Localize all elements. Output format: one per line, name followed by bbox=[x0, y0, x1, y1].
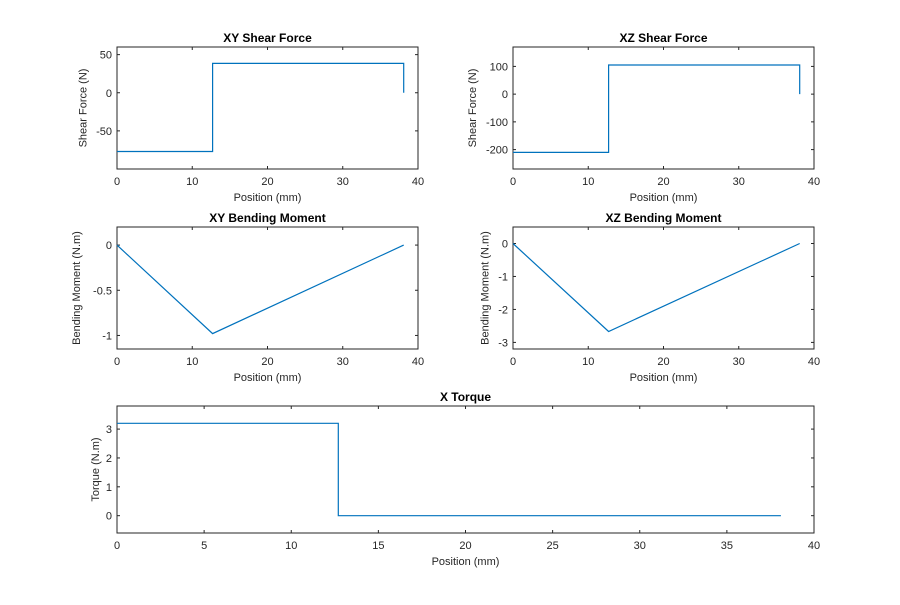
x-axis-label: Position (mm) bbox=[234, 372, 302, 384]
y-tick-label: 50 bbox=[100, 50, 112, 62]
series-line-1 bbox=[117, 62, 405, 153]
x-tick-label: 35 bbox=[721, 540, 733, 552]
series-line-1 bbox=[116, 244, 404, 335]
x-tick-label: 15 bbox=[372, 540, 384, 552]
axes-frame bbox=[116, 405, 815, 534]
y-tick-label: 100 bbox=[490, 61, 508, 73]
x-tick-label: 20 bbox=[261, 176, 273, 188]
series-line-1 bbox=[117, 422, 781, 517]
subplot-5: 0 5 10 15 20 25 30 35 40 0 1 2 3 X Torque Position (mm… bbox=[90, 390, 820, 568]
x-tick-label: 25 bbox=[547, 540, 559, 552]
subplot-4: 0 10 20 30 40 -3 -2 -1 0 XZ Bending Moment Positio… bbox=[480, 211, 821, 384]
y-tick-label: 0 bbox=[106, 88, 112, 100]
x-tick-label: 0 bbox=[114, 176, 120, 188]
x-tick-label: 20 bbox=[459, 540, 471, 552]
x-tick-label: 20 bbox=[657, 176, 669, 188]
x-tick-label: 20 bbox=[657, 356, 669, 368]
axes-frame bbox=[512, 226, 815, 350]
x-tick-label: 0 bbox=[510, 356, 516, 368]
x-tick-label: 40 bbox=[412, 176, 424, 188]
x-axis-label: Position (mm) bbox=[630, 192, 698, 204]
x-tick-label: 0 bbox=[114, 356, 120, 368]
plot-title: X Torque bbox=[440, 390, 491, 404]
subplot-2: 0 10 20 30 40 -200 -100 0 100 XZ Shear Force Posit… bbox=[467, 31, 820, 204]
x-axis-label: Position (mm) bbox=[630, 372, 698, 384]
x-axis-label: Position (mm) bbox=[432, 556, 500, 568]
y-tick-label: -50 bbox=[96, 126, 112, 138]
x-tick-label: 40 bbox=[412, 356, 424, 368]
y-axis-label: Torque (N.m) bbox=[90, 437, 102, 501]
y-axis-label: Shear Force (N) bbox=[77, 69, 89, 148]
y-tick-label: 0 bbox=[502, 89, 508, 101]
y-tick-label: -100 bbox=[486, 117, 508, 129]
x-tick-label: 40 bbox=[808, 356, 820, 368]
y-tick-label: 1 bbox=[106, 482, 112, 494]
x-tick-label: 10 bbox=[186, 176, 198, 188]
x-axis-label: Position (mm) bbox=[234, 192, 302, 204]
subplot-3: 0 10 20 30 40 -1 -0.5 0 XY Bending Moment Positio… bbox=[71, 211, 424, 384]
plot-title: XY Shear Force bbox=[223, 31, 312, 45]
x-tick-label: 0 bbox=[114, 540, 120, 552]
x-tick-label: 5 bbox=[201, 540, 207, 552]
axes-frame bbox=[512, 46, 815, 170]
axes-frame bbox=[116, 226, 419, 350]
y-axis-label: Bending Moment (N.m) bbox=[480, 231, 492, 345]
axes-frame bbox=[116, 46, 419, 170]
plot-title: XZ Bending Moment bbox=[606, 211, 722, 225]
y-axis-label: Shear Force (N) bbox=[467, 69, 479, 148]
x-tick-label: 30 bbox=[634, 540, 646, 552]
y-tick-label: 0 bbox=[106, 511, 112, 523]
x-tick-label: 40 bbox=[808, 540, 820, 552]
y-tick-label: 3 bbox=[106, 424, 112, 436]
x-tick-label: 10 bbox=[582, 176, 594, 188]
x-tick-label: 40 bbox=[808, 176, 820, 188]
series-line-1 bbox=[512, 242, 800, 333]
y-tick-label: 2 bbox=[106, 453, 112, 465]
y-tick-label: -1 bbox=[102, 330, 112, 342]
y-tick-label: -0.5 bbox=[93, 285, 112, 297]
plot-title: XY Bending Moment bbox=[209, 211, 325, 225]
x-tick-label: 10 bbox=[582, 356, 594, 368]
subplot-1: 0 10 20 30 40 -50 0 50 XY Shear Force Position (m… bbox=[77, 31, 424, 204]
y-tick-label: 0 bbox=[106, 240, 112, 252]
y-tick-label: 0 bbox=[502, 238, 508, 250]
y-tick-label: -3 bbox=[498, 337, 508, 349]
y-tick-label: -2 bbox=[498, 304, 508, 316]
x-tick-label: 30 bbox=[733, 176, 745, 188]
x-tick-label: 30 bbox=[337, 356, 349, 368]
y-tick-label: -200 bbox=[486, 145, 508, 157]
x-tick-label: 10 bbox=[186, 356, 198, 368]
x-tick-label: 20 bbox=[261, 356, 273, 368]
series-line-1 bbox=[513, 64, 801, 153]
x-tick-label: 10 bbox=[285, 540, 297, 552]
y-tick-label: -1 bbox=[498, 271, 508, 283]
x-tick-label: 0 bbox=[510, 176, 516, 188]
x-tick-label: 30 bbox=[337, 176, 349, 188]
y-axis-label: Bending Moment (N.m) bbox=[71, 231, 83, 345]
x-tick-label: 30 bbox=[733, 356, 745, 368]
plot-title: XZ Shear Force bbox=[619, 31, 707, 45]
